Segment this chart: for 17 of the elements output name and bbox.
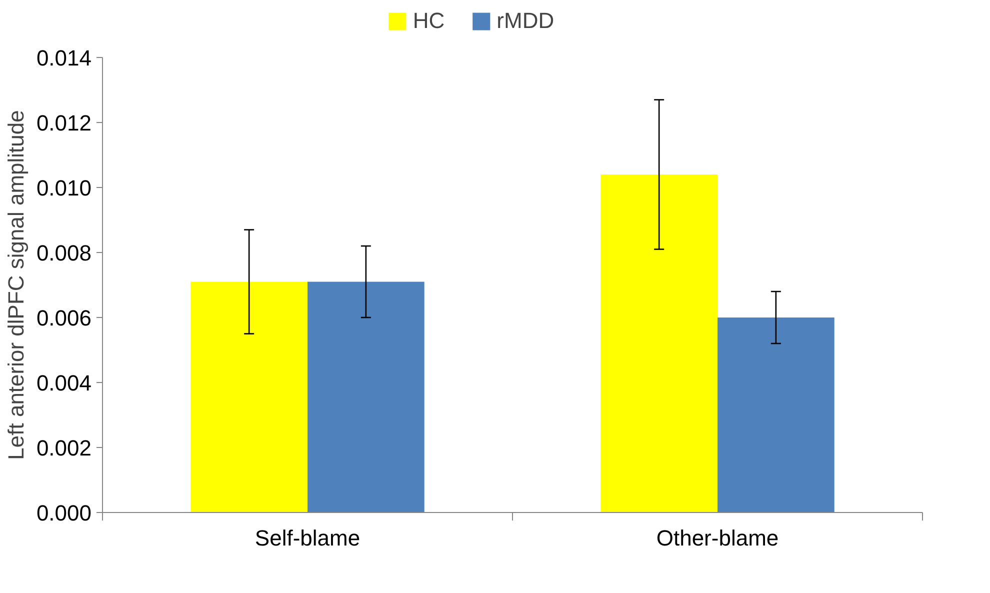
bar: [600, 174, 718, 512]
x-tick-label: Other-blame: [656, 526, 779, 550]
bar: [718, 318, 834, 512]
legend-label: HC: [412, 8, 445, 34]
legend-label: rMDD: [496, 8, 554, 34]
y-tick-label: 0.014: [36, 46, 92, 70]
y-axis-title: Left anterior dlPFC signal amplitude: [3, 110, 28, 460]
y-tick-label: 0.002: [36, 436, 92, 460]
y-tick-label: 0.010: [36, 176, 92, 200]
y-tick-label: 0.000: [36, 500, 92, 526]
y-tick-label: 0.006: [36, 306, 92, 330]
x-tick-label: Self-blame: [254, 526, 360, 550]
y-tick-label: 0.004: [36, 370, 92, 396]
y-tick-label: 0.008: [36, 240, 92, 266]
bar: [308, 282, 424, 512]
bar: [190, 282, 308, 512]
y-tick-label: 0.012: [36, 110, 92, 136]
